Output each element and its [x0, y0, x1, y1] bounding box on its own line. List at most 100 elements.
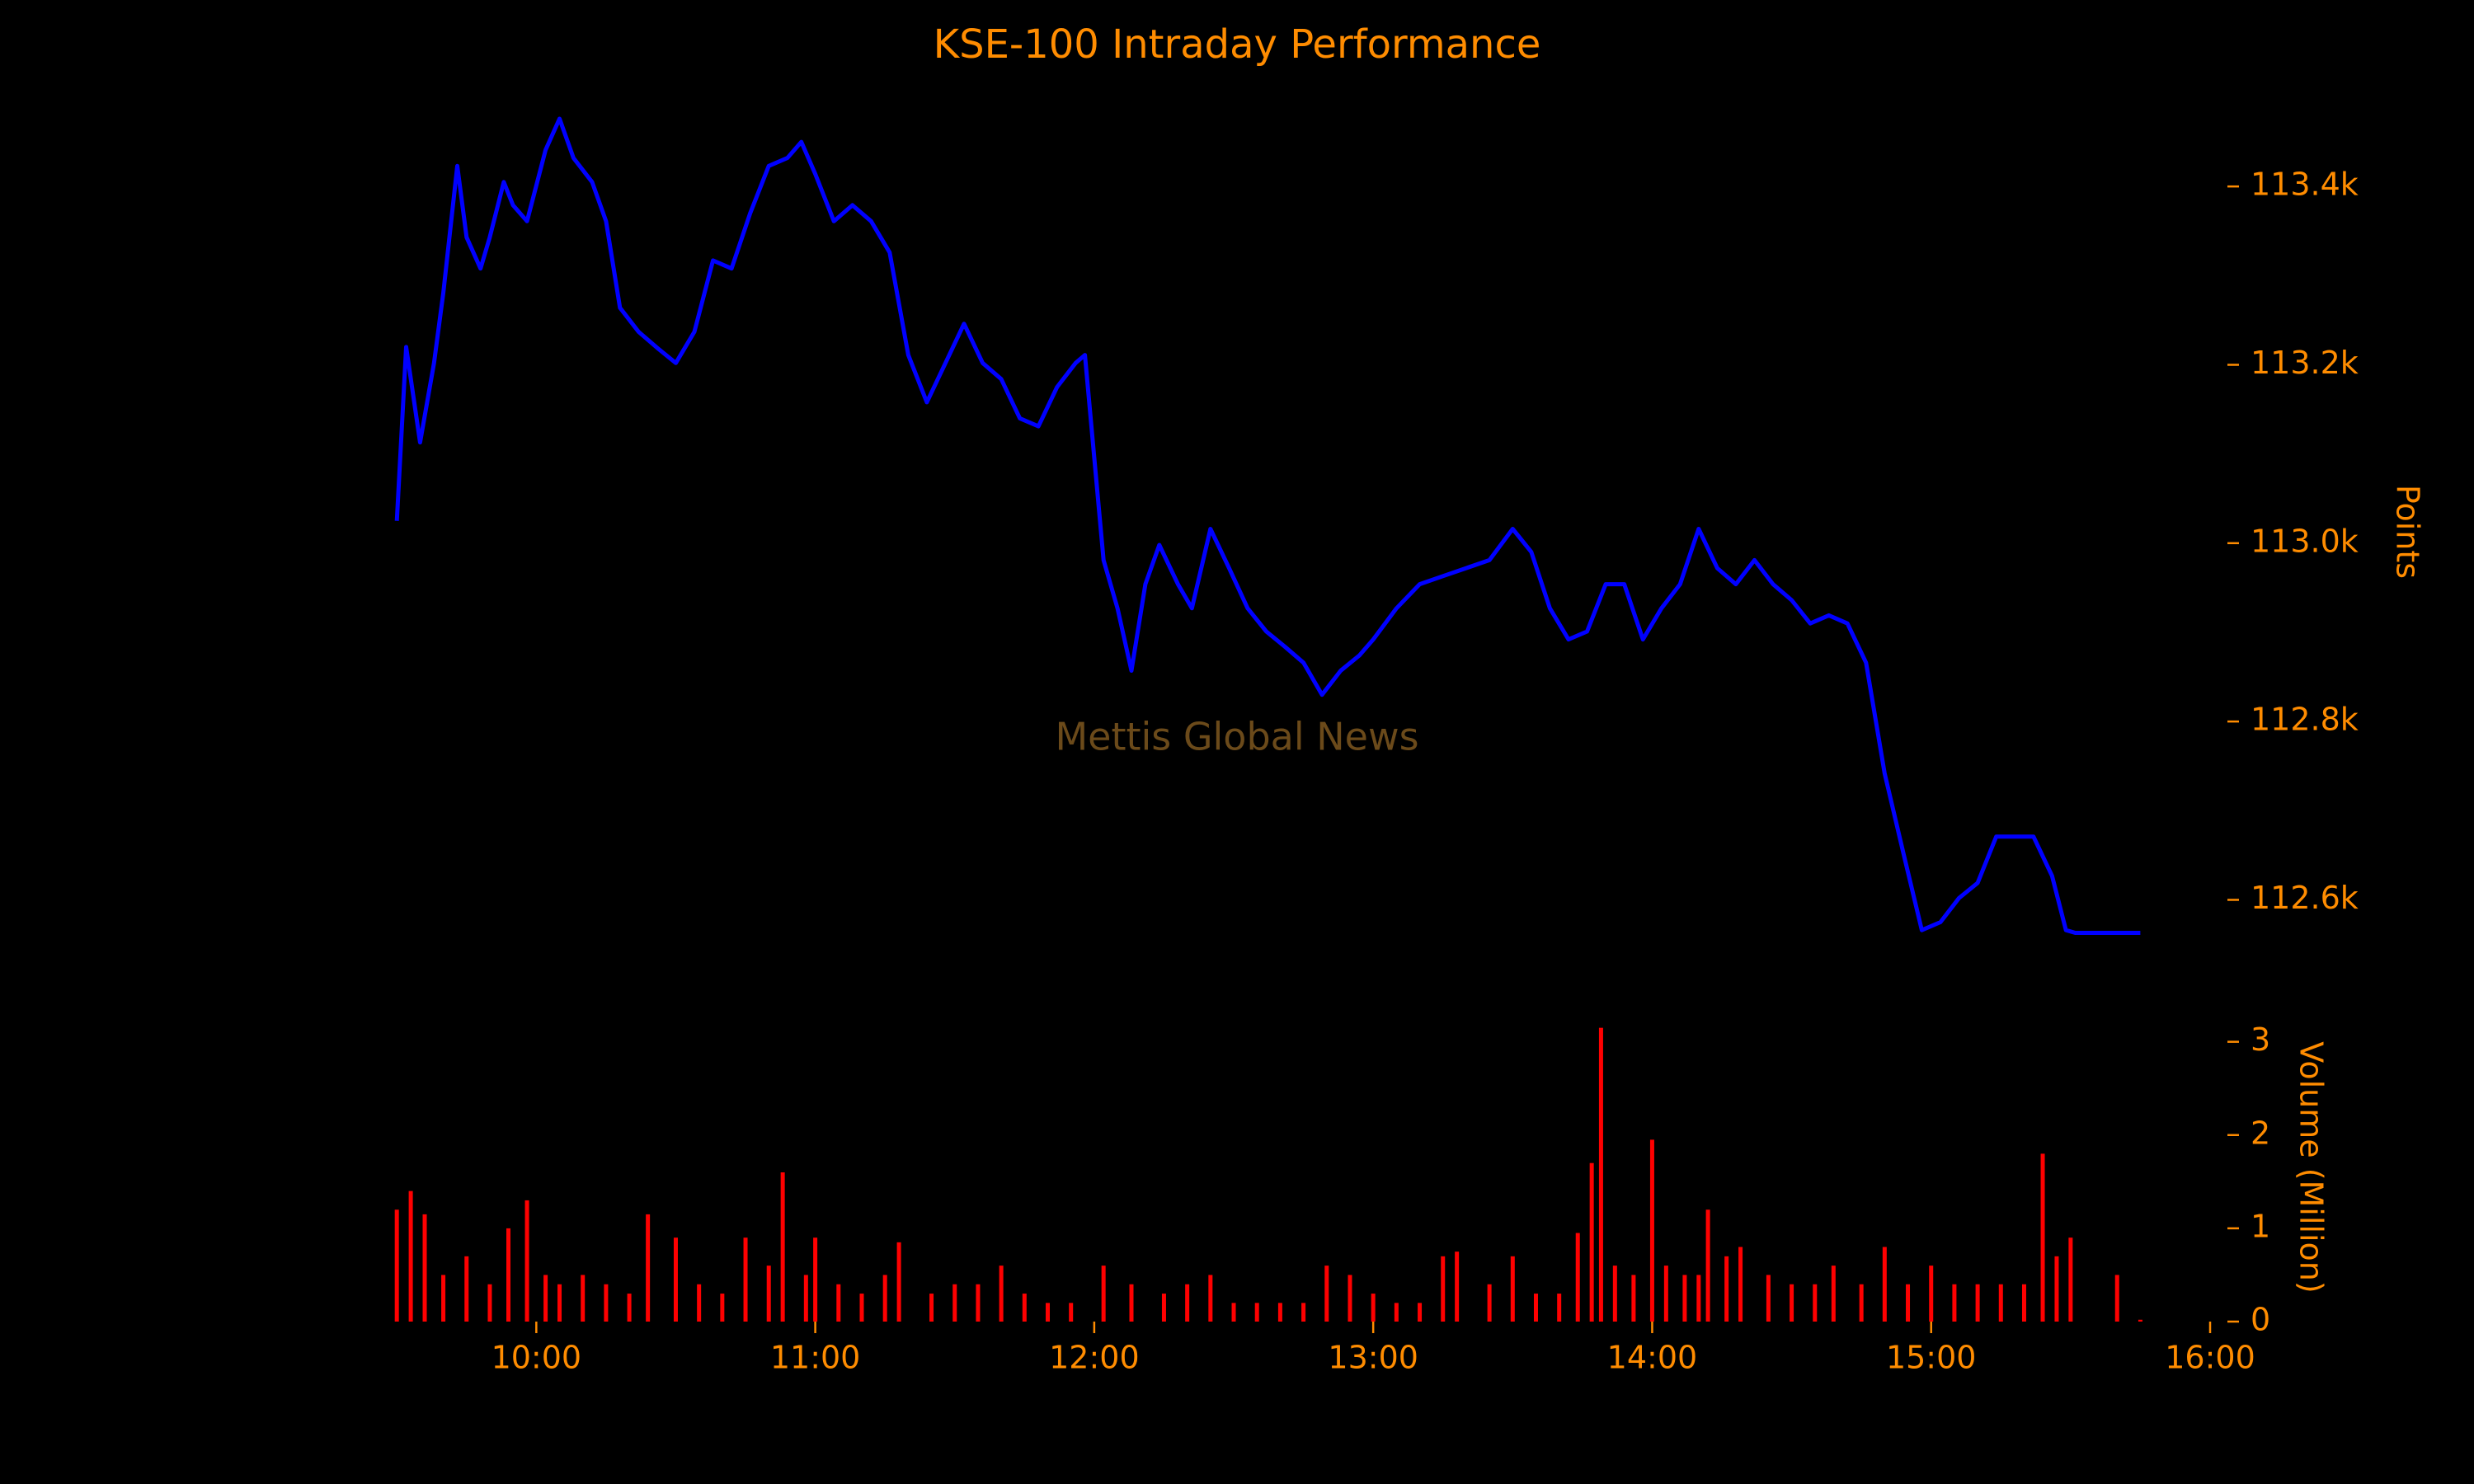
volume-bar — [1575, 1233, 1580, 1322]
volume-bar — [2068, 1237, 2073, 1322]
volume-bar — [1394, 1303, 1399, 1322]
volume-bar — [487, 1284, 492, 1322]
volume-bar — [1101, 1266, 1106, 1322]
volume-bar — [1510, 1256, 1515, 1322]
volume-bar — [1682, 1275, 1687, 1322]
volume-bar — [952, 1284, 957, 1322]
volume-bar — [1557, 1294, 1562, 1322]
volume-bar — [999, 1266, 1004, 1322]
volume-bar — [803, 1275, 808, 1322]
volume-bar — [1998, 1284, 2003, 1322]
x-tick-label: 16:00 — [2165, 1340, 2255, 1376]
volume-bar — [1069, 1303, 1074, 1322]
volume-bar — [836, 1284, 841, 1322]
volume-bar — [1649, 1139, 1654, 1322]
volume-bar — [1882, 1247, 1887, 1322]
y-tick-label: 112.6k — [2251, 880, 2359, 916]
volume-bar — [408, 1190, 413, 1322]
volume-bar — [1906, 1284, 1911, 1322]
volume-bar — [1859, 1284, 1864, 1322]
y-tick-label: 1 — [2251, 1208, 2270, 1244]
y-tick-label: 0 — [2251, 1302, 2270, 1338]
volume-bar — [1022, 1294, 1027, 1322]
y-tick-label: 113.0k — [2251, 523, 2359, 559]
volume-bar — [557, 1284, 562, 1322]
chart-title: KSE-100 Intraday Performance — [934, 21, 1541, 68]
volume-bar — [422, 1214, 427, 1322]
volume-bar — [896, 1242, 901, 1322]
volume-bar — [1231, 1303, 1236, 1322]
volume-bar — [2040, 1153, 2045, 1322]
volume-bar — [524, 1200, 529, 1322]
volume-bar — [1348, 1275, 1352, 1322]
y-axis-label: Volume (Million) — [2293, 1041, 2330, 1293]
volume-bar — [441, 1275, 446, 1322]
volume-bar — [1301, 1303, 1306, 1322]
volume-bar — [1831, 1266, 1836, 1322]
volume-bar — [1705, 1209, 1710, 1322]
volume-bar — [1766, 1275, 1771, 1322]
watermark: Mettis Global News — [1055, 715, 1418, 759]
volume-bar — [646, 1214, 651, 1322]
volume-bar — [813, 1237, 818, 1322]
volume-bar — [697, 1284, 702, 1322]
volume-bar — [1598, 1027, 1603, 1322]
volume-bar — [780, 1172, 785, 1322]
volume-bar — [1161, 1294, 1166, 1322]
volume-bar — [673, 1237, 678, 1322]
volume-bar — [766, 1266, 771, 1322]
volume-bar — [1441, 1256, 1446, 1322]
volume-bar — [859, 1294, 864, 1322]
volume-bar — [581, 1275, 586, 1322]
y-tick-label: 2 — [2251, 1115, 2270, 1151]
volume-bar — [1324, 1266, 1329, 1322]
volume-bar — [2021, 1284, 2026, 1322]
x-tick-label: 12:00 — [1049, 1340, 1140, 1376]
volume-bar — [1254, 1303, 1259, 1322]
x-tick-label: 10:00 — [492, 1340, 582, 1376]
volume-bar — [1663, 1266, 1668, 1322]
volume-bar — [1724, 1256, 1729, 1322]
x-tick-label: 13:00 — [1328, 1340, 1418, 1376]
volume-bar — [604, 1284, 609, 1322]
y-tick-label: 112.8k — [2251, 702, 2359, 738]
volume-bar — [1952, 1284, 1957, 1322]
volume-bar — [627, 1294, 632, 1322]
y-tick-label: 113.2k — [2251, 345, 2359, 381]
volume-bar — [506, 1228, 511, 1322]
volume-bar — [976, 1284, 981, 1322]
volume-bar — [1129, 1284, 1134, 1322]
volume-bar — [743, 1237, 748, 1322]
volume-bar — [1533, 1294, 1538, 1322]
volume-bar — [2054, 1256, 2059, 1322]
y-tick-label: 113.4k — [2251, 167, 2359, 203]
y-tick-label: 3 — [2251, 1021, 2270, 1058]
volume-bar — [464, 1256, 469, 1322]
volume-bar — [720, 1294, 725, 1322]
volume-bar — [1455, 1252, 1460, 1322]
volume-bar — [394, 1209, 399, 1322]
volume-bar — [1046, 1303, 1051, 1322]
x-tick-label: 14:00 — [1607, 1340, 1698, 1376]
volume-bar — [2138, 1319, 2142, 1322]
price-line — [394, 116, 2141, 935]
volume-bar — [1631, 1275, 1636, 1322]
volume-bar — [543, 1275, 548, 1322]
volume-bar — [1277, 1303, 1282, 1322]
volume-bar — [1738, 1247, 1743, 1322]
volume-bar — [1589, 1162, 1594, 1322]
volume-bar — [1975, 1284, 1980, 1322]
volume-bar — [1487, 1284, 1492, 1322]
volume-bar — [1208, 1275, 1213, 1322]
volume-bar — [929, 1294, 934, 1322]
y-axis-label: Points — [2390, 485, 2426, 579]
volume-bar — [1696, 1275, 1701, 1322]
volume-bar — [1929, 1266, 1934, 1322]
volume-bar — [882, 1275, 887, 1322]
x-tick-label: 11:00 — [770, 1340, 861, 1376]
volume-bar — [2114, 1275, 2119, 1322]
volume-bar — [1612, 1266, 1617, 1322]
volume-bar — [1418, 1303, 1423, 1322]
